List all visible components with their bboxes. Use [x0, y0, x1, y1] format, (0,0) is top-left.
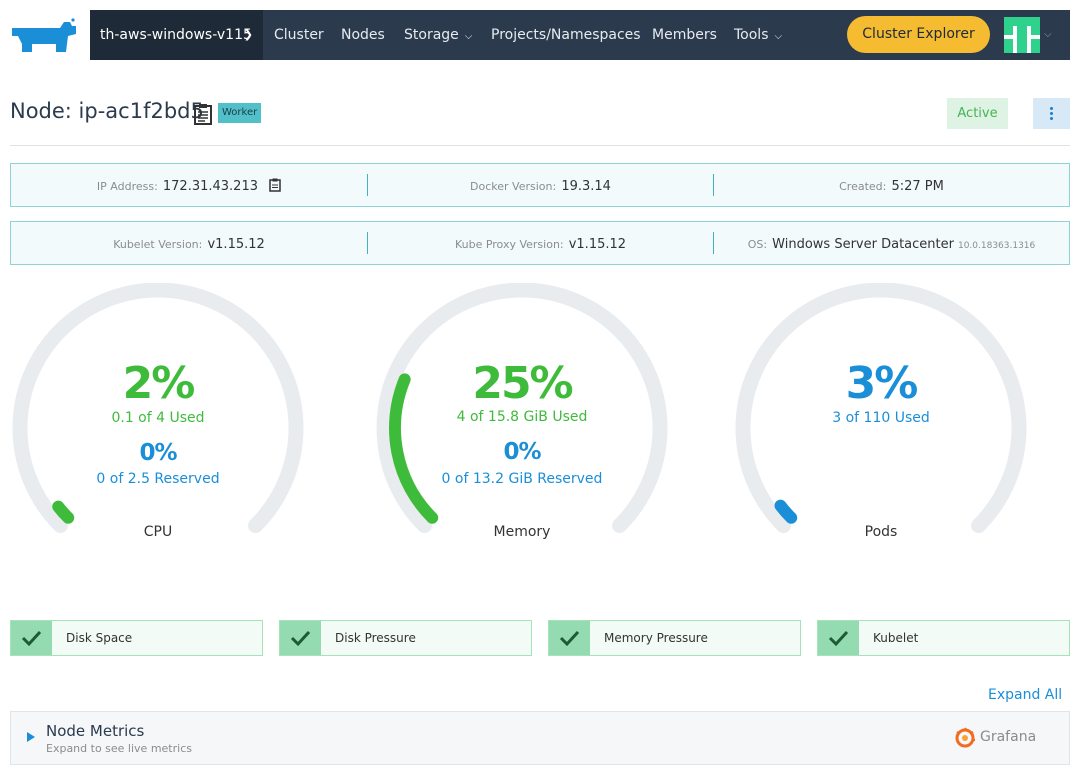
page-title: Node: ip-ac1f2bd5 — [10, 99, 204, 123]
separator — [713, 174, 714, 196]
kube-proxy-version-field: Kube Proxy Version: v1.15.12 — [368, 222, 713, 264]
pods-gauge: 3% 3 of 110 Used Pods — [731, 283, 1031, 553]
os-field: OS: Windows Server Datacenter 10.0.18363.… — [714, 222, 1069, 264]
nav-label: Nodes — [341, 27, 385, 43]
docker-version-label: Docker Version: — [470, 180, 557, 193]
gauge-used-arc — [389, 373, 439, 524]
memory-gauge-label: Memory — [493, 524, 551, 540]
checkmark-icon — [11, 621, 52, 655]
actions-menu-button[interactable] — [1033, 98, 1070, 129]
nav-nodes[interactable]: Nodes — [341, 10, 385, 60]
ip-address-label: IP Address: — [96, 180, 158, 193]
cpu-reserved-text: 0 of 2.5 Reserved — [96, 471, 220, 487]
grafana-link[interactable]: Grafana — [980, 729, 1037, 745]
memory-gauge-arcs — [376, 283, 668, 534]
cluster-explorer-button[interactable]: Cluster Explorer — [847, 16, 990, 53]
node-metrics-subtitle: Expand to see live metrics — [46, 742, 192, 755]
ip-address-field: IP Address: 172.31.43.213 — [11, 164, 367, 206]
kube-proxy-version-label: Kube Proxy Version: — [454, 238, 564, 251]
cpu-gauge: 2% 0.1 of 4 Used 0% 0 of 2.5 Reserved CP… — [8, 283, 308, 553]
separator — [713, 232, 714, 254]
checkmark-icon — [818, 621, 859, 655]
os-label: OS: — [747, 238, 768, 251]
cpu-used-text: 0.1 of 4 Used — [111, 410, 205, 426]
pods-used-percent: 3% — [845, 358, 919, 409]
ip-address-value: 172.31.43.213 — [162, 179, 258, 194]
nav-label: Projects/Namespaces — [491, 27, 641, 43]
rancher-cow-icon[interactable] — [10, 14, 78, 54]
nav-label: Tools — [734, 27, 769, 43]
grafana-icon[interactable] — [954, 727, 976, 749]
nav-cluster[interactable]: Cluster — [274, 10, 324, 60]
memory-used-percent: 25% — [472, 358, 573, 409]
condition-label: Memory Pressure — [604, 631, 708, 645]
os-value: Windows Server Datacenter — [772, 237, 954, 252]
kubelet-version-label: Kubelet Version: — [113, 238, 203, 251]
gauge-used-arc — [52, 500, 75, 524]
nav-tools[interactable]: Tools ⌵ — [734, 10, 782, 60]
checkmark-icon — [549, 621, 590, 655]
nav-storage[interactable]: Storage ⌵ — [404, 10, 472, 60]
pods-gauge-arcs — [735, 283, 1027, 534]
memory-gauge: 25% 4 of 15.8 GiB Used 0% 0 of 13.2 GiB … — [372, 283, 672, 553]
gauge-track — [735, 283, 1027, 534]
docker-version-field: Docker Version: 19.3.14 — [368, 164, 713, 206]
condition-memory-pressure: Memory Pressure — [548, 620, 801, 656]
nav-label: Cluster — [274, 27, 324, 43]
created-value: 5:27 PM — [891, 179, 944, 194]
condition-kubelet: Kubelet — [817, 620, 1070, 656]
kubelet-version-value: v1.15.12 — [207, 237, 265, 252]
cpu-gauge-label: CPU — [143, 524, 173, 540]
expand-triangle-icon[interactable] — [27, 732, 35, 742]
divider — [10, 145, 1070, 146]
gauge-track — [12, 283, 304, 534]
condition-label: Kubelet — [873, 631, 919, 645]
cluster-switcher[interactable]: th-aws-windows-v115 ❯ — [90, 10, 263, 60]
pods-gauge-label: Pods — [864, 524, 898, 540]
copy-clipboard-icon[interactable] — [193, 103, 213, 125]
created-label: Created: — [839, 180, 887, 193]
gauge-used-arc — [774, 499, 798, 524]
status-badge: Active — [947, 98, 1008, 129]
role-badge: Worker — [218, 103, 262, 123]
checkmark-icon — [280, 621, 321, 655]
cluster-name: th-aws-windows-v115 — [100, 27, 252, 43]
memory-reserved-percent: 0% — [503, 439, 541, 465]
user-identicon-icon[interactable] — [1004, 17, 1040, 53]
chevron-down-icon: ⌵ — [464, 31, 473, 42]
copy-clipboard-icon[interactable] — [269, 178, 281, 192]
node-metrics-title: Node Metrics — [46, 722, 145, 740]
nav-projects-namespaces[interactable]: Projects/Namespaces — [491, 10, 641, 60]
nav-label: Members — [652, 27, 717, 43]
kube-proxy-version-value: v1.15.12 — [568, 237, 627, 252]
condition-label: Disk Space — [66, 631, 133, 645]
docker-version-value: 19.3.14 — [561, 179, 611, 194]
cpu-gauge-arcs — [12, 283, 304, 534]
nav-members[interactable]: Members — [652, 10, 717, 60]
chevron-down-icon: ❯ — [243, 28, 253, 41]
condition-label: Disk Pressure — [335, 631, 416, 645]
separator — [367, 232, 368, 254]
gauge-track — [376, 283, 668, 534]
separator — [367, 174, 368, 196]
created-field: Created: 5:27 PM — [714, 164, 1069, 206]
os-build: 10.0.18363.1316 — [957, 241, 1036, 251]
cpu-used-percent: 2% — [122, 358, 196, 409]
node-info-row-1: IP Address: 172.31.43.213 Docker Version… — [10, 163, 1070, 207]
condition-disk-pressure: Disk Pressure — [279, 620, 532, 656]
top-header: th-aws-windows-v115 ❯ Cluster Nodes Stor… — [0, 0, 1090, 70]
chevron-down-icon[interactable]: ⌵ — [1044, 29, 1052, 40]
cpu-reserved-percent: 0% — [139, 440, 177, 466]
chevron-down-icon: ⌵ — [774, 31, 783, 42]
node-metrics-panel[interactable]: Node Metrics Expand to see live metrics … — [10, 711, 1070, 765]
pods-used-text: 3 of 110 Used — [832, 410, 930, 426]
memory-reserved-text: 0 of 13.2 GiB Reserved — [441, 471, 603, 487]
node-info-row-2: Kubelet Version: v1.15.12 Kube Proxy Ver… — [10, 221, 1070, 265]
main-navbar: th-aws-windows-v115 ❯ Cluster Nodes Stor… — [90, 10, 1070, 60]
condition-disk-space: Disk Space — [10, 620, 263, 656]
memory-used-text: 4 of 15.8 GiB Used — [456, 409, 588, 425]
nav-label: Storage — [404, 27, 459, 43]
expand-all-link[interactable]: Expand All — [988, 687, 1063, 703]
kubelet-version-field: Kubelet Version: v1.15.12 — [11, 222, 367, 264]
